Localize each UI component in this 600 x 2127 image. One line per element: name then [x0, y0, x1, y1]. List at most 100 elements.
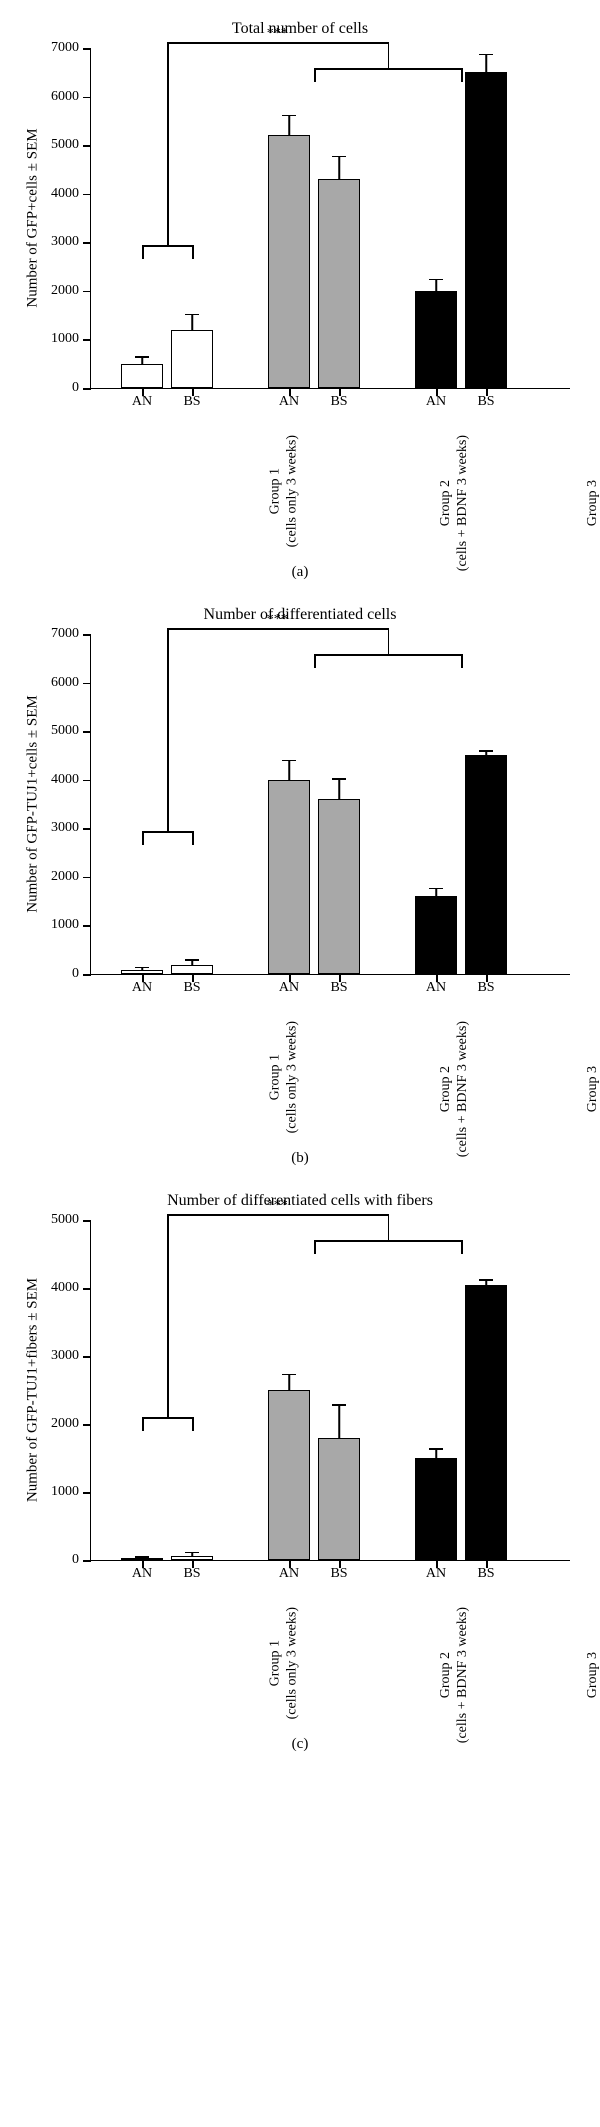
significance-label: ***	[267, 1198, 288, 1214]
bar	[415, 291, 457, 388]
error-cap	[332, 778, 346, 780]
y-tick-label: 6000	[51, 675, 79, 691]
x-group-label: Group 3(cells + BDNF 6 weeks)	[585, 1607, 600, 1743]
y-tick-label: 2000	[51, 283, 79, 299]
error-cap	[479, 54, 493, 56]
y-tick-label: 6000	[51, 89, 79, 105]
x-group-label: Group 3(cells + BDNF 6 weeks)	[585, 435, 600, 571]
bar	[318, 1438, 360, 1560]
bar	[268, 135, 310, 388]
error-bar	[141, 358, 143, 364]
y-axis-label: Number of GFP-TUJ1+cells ± SEM	[25, 695, 42, 913]
sig-bracket	[461, 1240, 463, 1254]
x-category-label: BS	[477, 394, 494, 410]
x-category-label: AN	[132, 394, 152, 410]
error-cap	[135, 356, 149, 358]
y-tick	[83, 634, 91, 636]
y-tick-label: 3000	[51, 820, 79, 836]
y-tick-label: 1000	[51, 1484, 79, 1500]
error-bar	[191, 315, 193, 330]
x-category-label: AN	[132, 1566, 152, 1582]
significance-label: ***	[267, 26, 288, 42]
error-cap	[185, 1552, 199, 1554]
error-cap	[429, 888, 443, 890]
y-tick	[83, 339, 91, 341]
error-bar	[485, 55, 487, 72]
x-category-label: BS	[477, 1566, 494, 1582]
sig-bracket	[314, 68, 461, 70]
y-tick	[83, 683, 91, 685]
y-tick-label: 7000	[51, 40, 79, 56]
y-tick	[83, 828, 91, 830]
y-tick	[83, 925, 91, 927]
x-group-label: Group 2(cells + BDNF 3 weeks)	[438, 435, 472, 571]
y-tick-label: 4000	[51, 772, 79, 788]
x-category-label: AN	[279, 1566, 299, 1582]
chart-title: Total number of cells	[20, 20, 580, 38]
panel-label: (b)	[10, 1150, 590, 1167]
chart: Number of differentiated cells with fibe…	[20, 1192, 580, 1561]
y-tick-label: 4000	[51, 1280, 79, 1296]
bar	[318, 799, 360, 974]
sig-bracket	[314, 68, 316, 82]
error-bar	[141, 1558, 143, 1559]
y-tick-label: 5000	[51, 723, 79, 739]
sig-bracket	[388, 1214, 390, 1240]
x-category-label: BS	[330, 394, 347, 410]
sig-bracket	[192, 245, 194, 259]
sig-bracket	[142, 831, 144, 845]
sig-bracket	[192, 1417, 194, 1431]
y-tick-label: 0	[72, 966, 79, 982]
y-tick-label: 2000	[51, 1416, 79, 1432]
error-bar	[485, 1281, 487, 1285]
sig-bracket	[142, 831, 192, 833]
sig-bracket	[167, 1214, 169, 1417]
y-tick	[83, 388, 91, 390]
y-axis-label: Number of GFP-TUJ1+fibers ± SEM	[25, 1278, 42, 1502]
x-group-label: Group 1(cells only 3 weeks)	[267, 435, 301, 547]
error-cap	[185, 959, 199, 961]
y-tick	[83, 780, 91, 782]
error-bar	[288, 1375, 290, 1390]
bar	[121, 364, 163, 388]
sig-bracket	[167, 1214, 388, 1216]
bar	[171, 330, 213, 388]
x-group-label: Group 1(cells only 3 weeks)	[267, 1607, 301, 1719]
y-tick	[83, 1220, 91, 1222]
y-tick-label: 5000	[51, 1212, 79, 1228]
y-tick-label: 3000	[51, 234, 79, 250]
x-category-label: BS	[477, 980, 494, 996]
error-cap	[479, 1279, 493, 1281]
bar	[465, 72, 507, 388]
y-tick	[83, 194, 91, 196]
sig-bracket	[142, 245, 144, 259]
x-category-label: BS	[183, 980, 200, 996]
error-bar	[435, 280, 437, 291]
sig-bracket	[167, 628, 388, 630]
error-cap	[135, 967, 149, 969]
plot-area: 01000200030004000500060007000Number of G…	[90, 48, 570, 389]
y-tick	[83, 1356, 91, 1358]
chart: Total number of cells 0100020003000400050…	[20, 20, 580, 389]
x-category-label: AN	[279, 394, 299, 410]
y-axis-label: Number of GFP+cells ± SEM	[25, 128, 42, 307]
plot-area: 010002000300040005000Number of GFP-TUJ1+…	[90, 1220, 570, 1561]
sig-bracket	[314, 654, 316, 668]
sig-bracket	[314, 1240, 316, 1254]
y-tick	[83, 731, 91, 733]
y-tick-label: 1000	[51, 331, 79, 347]
error-bar	[338, 1406, 340, 1438]
error-bar	[141, 968, 143, 970]
error-cap	[282, 760, 296, 762]
significance-label: ***	[267, 612, 288, 628]
error-bar	[435, 889, 437, 896]
y-tick	[83, 1560, 91, 1562]
error-cap	[429, 279, 443, 281]
x-group-label: Group 2(cells + BDNF 3 weeks)	[438, 1021, 472, 1157]
error-cap	[332, 156, 346, 158]
y-tick-label: 7000	[51, 626, 79, 642]
error-bar	[485, 752, 487, 756]
y-tick	[83, 1424, 91, 1426]
bar	[465, 755, 507, 974]
x-category-label: BS	[330, 980, 347, 996]
